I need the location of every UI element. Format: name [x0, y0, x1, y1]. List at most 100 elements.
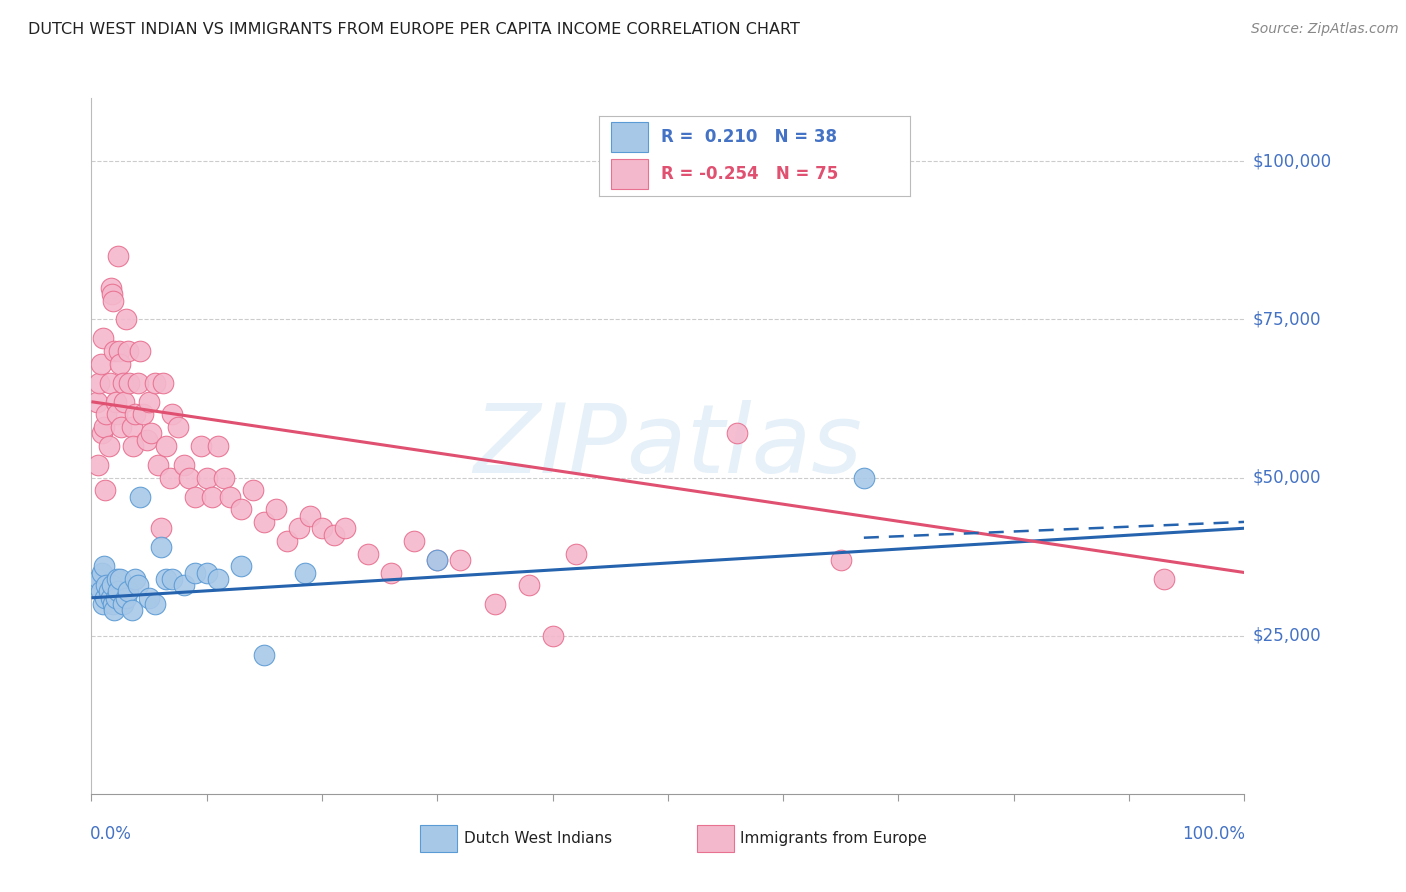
Point — [184, 490, 207, 504]
Point — [253, 515, 276, 529]
Point — [103, 293, 125, 308]
Point — [105, 408, 128, 422]
Point — [179, 470, 201, 484]
Point — [173, 578, 195, 592]
Point — [160, 408, 183, 422]
Point — [333, 521, 356, 535]
Point — [118, 376, 141, 390]
Point — [426, 553, 449, 567]
Text: $100,000: $100,000 — [1253, 153, 1331, 170]
Point — [288, 521, 311, 535]
Point — [97, 439, 120, 453]
Point — [127, 578, 149, 592]
Text: Source: ZipAtlas.com: Source: ZipAtlas.com — [1251, 22, 1399, 37]
Point — [426, 553, 449, 567]
Point — [104, 394, 127, 409]
Point — [90, 357, 112, 371]
Point — [294, 566, 316, 580]
Point — [97, 584, 120, 599]
Point — [160, 572, 183, 586]
Point — [299, 508, 322, 523]
FancyBboxPatch shape — [696, 825, 734, 852]
Point — [103, 597, 125, 611]
Point — [184, 566, 207, 580]
FancyBboxPatch shape — [420, 825, 457, 852]
Point — [138, 394, 160, 409]
Text: DUTCH WEST INDIAN VS IMMIGRANTS FROM EUROPE PER CAPITA INCOME CORRELATION CHART: DUTCH WEST INDIAN VS IMMIGRANTS FROM EUR… — [28, 22, 800, 37]
Y-axis label: Per Capita Income: Per Capita Income — [0, 370, 8, 522]
Point — [311, 521, 333, 535]
Point — [148, 458, 170, 472]
Point — [322, 527, 344, 541]
Point — [96, 578, 118, 592]
Point — [104, 591, 127, 605]
Point — [110, 572, 132, 586]
Point — [541, 629, 564, 643]
Point — [101, 287, 124, 301]
Point — [100, 591, 122, 605]
Point — [89, 376, 111, 390]
Point — [121, 603, 143, 617]
Text: $75,000: $75,000 — [1253, 310, 1322, 328]
Point — [127, 376, 149, 390]
Point — [124, 572, 146, 586]
Point — [132, 408, 155, 422]
Point — [519, 578, 541, 592]
Point — [108, 344, 131, 359]
Point — [276, 533, 298, 548]
Point — [166, 420, 188, 434]
Point — [94, 483, 117, 498]
Point — [94, 591, 117, 605]
Point — [449, 553, 471, 567]
Point — [103, 344, 125, 359]
Point — [86, 394, 108, 409]
Point — [87, 458, 110, 472]
Point — [207, 439, 229, 453]
Point — [1153, 572, 1175, 586]
Point — [155, 572, 177, 586]
Point — [207, 572, 229, 586]
Point — [117, 584, 139, 599]
Point — [101, 578, 124, 592]
Point — [195, 470, 218, 484]
Point — [264, 502, 287, 516]
Point — [357, 547, 380, 561]
Text: ZIPatlas: ZIPatlas — [474, 400, 862, 492]
Point — [110, 357, 132, 371]
Point — [100, 281, 122, 295]
Point — [93, 559, 115, 574]
Point — [124, 408, 146, 422]
Point — [122, 439, 145, 453]
Point — [86, 578, 108, 592]
Point — [159, 470, 181, 484]
Point — [128, 344, 150, 359]
Text: 100.0%: 100.0% — [1182, 825, 1246, 843]
Point — [404, 533, 426, 548]
Point — [141, 426, 163, 441]
Point — [117, 344, 139, 359]
Point — [90, 426, 112, 441]
Point — [112, 394, 135, 409]
Point — [111, 376, 134, 390]
Text: 0.0%: 0.0% — [90, 825, 132, 843]
Point — [155, 439, 177, 453]
Point — [830, 553, 852, 567]
Point — [218, 490, 240, 504]
Point — [242, 483, 264, 498]
Point — [91, 331, 114, 345]
Point — [484, 597, 506, 611]
Point — [121, 420, 143, 434]
Point — [725, 426, 748, 441]
Point — [143, 376, 166, 390]
Point — [152, 376, 174, 390]
Point — [852, 470, 875, 484]
Point — [135, 433, 157, 447]
Point — [96, 408, 118, 422]
Point — [105, 572, 128, 586]
Point — [138, 591, 160, 605]
Point — [111, 597, 134, 611]
Point — [195, 566, 218, 580]
Point — [115, 312, 138, 326]
Point — [93, 420, 115, 434]
Point — [90, 584, 112, 599]
